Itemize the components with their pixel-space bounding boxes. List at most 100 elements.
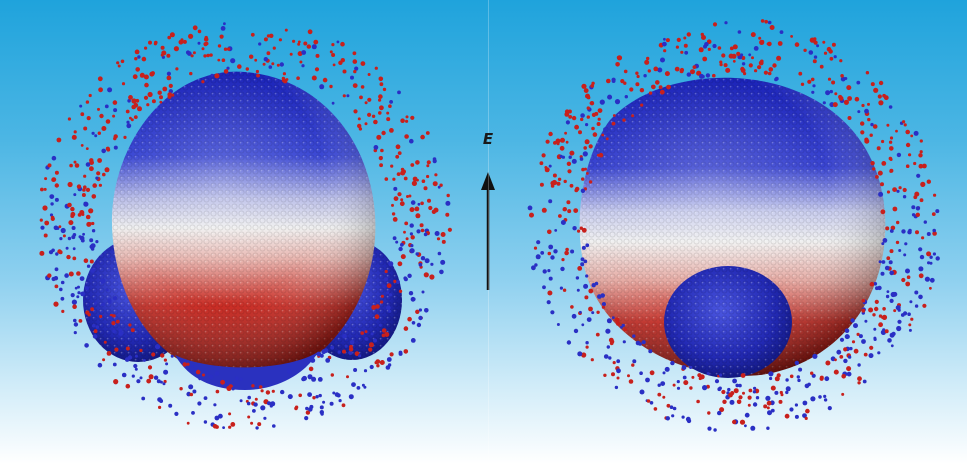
ion-particle (334, 392, 340, 397)
ion-particle (249, 54, 254, 59)
ion-particle (257, 422, 262, 427)
ion-particle (364, 330, 368, 334)
ion-particle (875, 175, 879, 179)
ion-particle (380, 300, 384, 304)
ion-particle (113, 145, 118, 150)
ion-particle (147, 91, 153, 98)
ion-particle (77, 213, 82, 217)
ion-particle (794, 360, 799, 366)
ion-particle (208, 374, 214, 380)
ion-particle (881, 161, 887, 166)
ion-particle (736, 51, 741, 57)
ion-particle (701, 35, 706, 40)
ion-particle (168, 403, 173, 408)
ion-particle (379, 163, 383, 168)
ion-particle (79, 104, 83, 108)
ion-particle (131, 374, 135, 378)
ion-particle (168, 83, 173, 88)
ion-particle (646, 56, 650, 61)
ion-particle (88, 93, 92, 98)
ion-particle (133, 363, 138, 369)
ion-particle (918, 247, 923, 252)
ion-particle (581, 323, 585, 327)
ion-particle (594, 111, 599, 116)
ion-particle (139, 72, 145, 78)
ion-particle (885, 226, 890, 231)
ion-particle (616, 55, 621, 60)
ion-particle (80, 291, 86, 297)
ion-particle (418, 308, 422, 312)
ion-particle (409, 232, 413, 236)
ion-particle (191, 365, 195, 368)
ion-particle (880, 209, 886, 215)
ion-particle (223, 22, 226, 26)
ion-particle (611, 372, 615, 377)
ion-particle (73, 160, 77, 164)
ion-particle (826, 46, 832, 52)
ion-particle (643, 74, 647, 78)
ion-particle (556, 323, 560, 326)
ion-particle (581, 352, 587, 358)
ion-particle (426, 174, 430, 179)
ion-particle (601, 305, 606, 309)
ion-particle (396, 172, 401, 177)
ion-particle (84, 343, 89, 348)
ion-particle (722, 399, 727, 404)
ion-particle (635, 71, 639, 75)
ion-particle (364, 101, 368, 105)
ion-particle (767, 41, 772, 47)
ion-particle (921, 236, 925, 240)
ion-particle (384, 332, 390, 337)
ion-particle (919, 198, 924, 203)
ion-particle (918, 266, 924, 272)
ion-particle (153, 375, 159, 380)
ion-particle (895, 240, 900, 245)
ion-particle (157, 90, 162, 95)
ion-particle (169, 32, 175, 38)
ion-particle (880, 271, 885, 276)
ion-particle (872, 167, 876, 171)
ion-particle (606, 132, 610, 136)
ion-particle (373, 119, 378, 125)
ion-particle (272, 424, 276, 428)
ion-particle (416, 322, 422, 328)
ion-particle (319, 410, 324, 415)
ion-particle (583, 88, 589, 93)
ion-particle (860, 121, 865, 126)
ion-particle (931, 212, 936, 217)
ion-particle (408, 194, 412, 198)
ion-particle (226, 47, 231, 51)
ion-particle (813, 40, 818, 45)
ion-particle (386, 117, 391, 122)
ion-particle (893, 309, 897, 313)
ion-particle (278, 38, 282, 42)
ion-particle (182, 362, 187, 367)
ion-particle (605, 137, 609, 141)
ion-particle (397, 261, 403, 267)
ion-particle (882, 238, 888, 243)
ion-particle (649, 370, 655, 376)
ion-particle (424, 308, 429, 313)
ion-particle (875, 286, 879, 291)
ion-particle (65, 246, 69, 250)
ion-particle (889, 229, 894, 233)
ion-particle (550, 310, 555, 315)
ion-particle (85, 214, 91, 220)
ion-particle (87, 313, 91, 317)
ion-particle (329, 401, 334, 406)
ion-particle (56, 226, 60, 230)
ion-particle (713, 428, 717, 432)
ion-particle (307, 357, 311, 361)
ion-particle (564, 250, 569, 256)
ion-particle (860, 130, 865, 135)
ion-particle (717, 387, 722, 392)
ion-particle (622, 340, 626, 344)
ion-particle (807, 382, 811, 387)
ion-particle (330, 345, 335, 350)
ion-particle (588, 180, 593, 184)
ion-particle (398, 246, 403, 252)
ion-particle (533, 246, 538, 250)
ion-particle (581, 227, 587, 233)
ion-particle (772, 63, 777, 68)
ion-particle (344, 344, 348, 348)
